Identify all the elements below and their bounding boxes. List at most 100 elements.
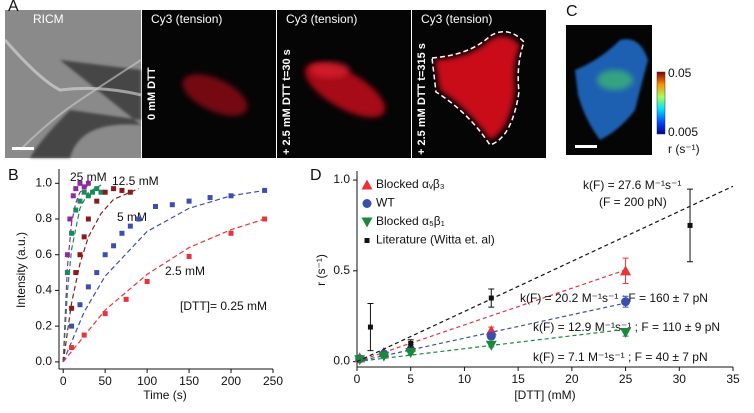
point (620, 328, 632, 339)
panel-label: C (566, 3, 578, 20)
point (73, 186, 79, 192)
point (207, 195, 213, 201)
x-tick-label: 15 (511, 372, 525, 386)
point (111, 243, 117, 249)
panel-label: B (8, 167, 19, 184)
point (81, 189, 87, 195)
point (81, 184, 87, 190)
point (119, 187, 125, 193)
fit-line (356, 302, 626, 363)
point (69, 305, 75, 311)
point (81, 332, 87, 338)
series-label: [DTT]= 0.25 mM (180, 299, 267, 313)
x-tick-label: 30 (673, 372, 687, 386)
point (77, 252, 83, 258)
legend-marker (364, 238, 370, 243)
x-tick-label: 25 (619, 372, 633, 386)
point (186, 254, 192, 259)
x-tick-label: 0 (60, 374, 67, 388)
y-tick-label: 0.8 (35, 211, 52, 225)
x-tick-label: 250 (263, 374, 283, 388)
point (408, 340, 414, 346)
series-label: 25 mM (70, 170, 107, 184)
image-strip: RICM Cy3 (tension) Cy3 (tension) Cy3 (te… (3, 10, 700, 158)
point (405, 347, 417, 358)
point (111, 186, 117, 192)
image-label: RICM (33, 12, 64, 26)
point (90, 189, 96, 195)
y-tick-label: 0.0 (35, 354, 52, 368)
image-label: Cy3 (tension) (286, 12, 357, 26)
fit-annotation: k(F) = 20.2 M⁻¹s⁻¹ ; F = 160 ± 7 pN (520, 291, 708, 305)
condition-label: 0 mM DTT (146, 67, 158, 120)
point (64, 270, 70, 276)
point (94, 198, 100, 204)
point (485, 340, 497, 351)
legend-marker (362, 199, 372, 208)
x-tick-label: 50 (98, 374, 112, 388)
y-tick-label: 0.4 (35, 283, 52, 297)
point (85, 180, 91, 186)
y-tick-label: 0.6 (35, 247, 52, 261)
fit-line (356, 269, 626, 363)
point (153, 204, 159, 209)
y-tick-label: 1.0 (35, 175, 52, 189)
point (85, 216, 91, 222)
panel-label: A (8, 0, 19, 15)
fit-line (62, 184, 102, 362)
point (378, 351, 390, 362)
condition-label: + 2.5 mM DTT t=315 s (416, 43, 428, 155)
x-axis-label: Time (s) (143, 388, 187, 402)
point (136, 216, 142, 222)
point (620, 265, 632, 276)
image-label: Cy3 (tension) (421, 12, 492, 26)
point (67, 216, 73, 222)
point (69, 230, 75, 236)
point (85, 284, 91, 290)
point (228, 230, 234, 236)
legend-label: Literature (Witta et. al) (376, 233, 495, 247)
x-tick-label: 20 (565, 372, 579, 386)
fit-annotation: k(F) = 7.1 M⁻¹s⁻¹ ; F = 40 ± 7 pN (533, 350, 708, 364)
x-tick-label: 35 (726, 372, 740, 386)
point (102, 189, 108, 195)
x-tick-label: 150 (179, 374, 199, 388)
point (94, 270, 100, 276)
point (102, 252, 108, 258)
x-tick-label: 10 (458, 372, 472, 386)
point (144, 279, 150, 284)
legend-marker (361, 179, 373, 190)
x-tick-label: 5 (407, 372, 414, 386)
y-tick-label: 0.0 (333, 354, 350, 368)
x-tick-label: 200 (221, 374, 241, 388)
colorbar-label: 0.05 (668, 66, 692, 80)
point (69, 345, 75, 351)
fit-annotation: (F = 200 pN) (599, 195, 667, 209)
point (73, 270, 79, 276)
condition-label: + 2.5 mM DTT t=30 s (281, 49, 293, 155)
legend-label: WT (376, 196, 395, 210)
x-tick-label: 0 (354, 372, 361, 386)
point (85, 193, 91, 199)
fit-annotation: k(F) = 12.9 M⁻¹s⁻¹ ; F = 110 ± 9 pN (533, 320, 720, 334)
legend-label: Blocked α₅β₁ (376, 214, 445, 228)
y-axis-label: Intensity (a.u.) (14, 232, 28, 308)
point (186, 198, 192, 204)
point (621, 297, 631, 307)
series-label: 5 mM (117, 210, 147, 224)
image-label: Cy3 (tension) (151, 12, 222, 26)
point (687, 222, 693, 228)
legend-label: Blocked αᵥβ₃ (376, 177, 445, 191)
point (262, 216, 268, 222)
point (69, 323, 75, 329)
point (81, 234, 87, 240)
point (228, 193, 234, 199)
point (488, 295, 494, 301)
fit-line (62, 188, 139, 362)
point (123, 296, 129, 302)
y-axis-label: r (s⁻¹) (314, 254, 328, 286)
fit-line (62, 218, 265, 363)
point (262, 187, 268, 193)
point (127, 189, 133, 195)
